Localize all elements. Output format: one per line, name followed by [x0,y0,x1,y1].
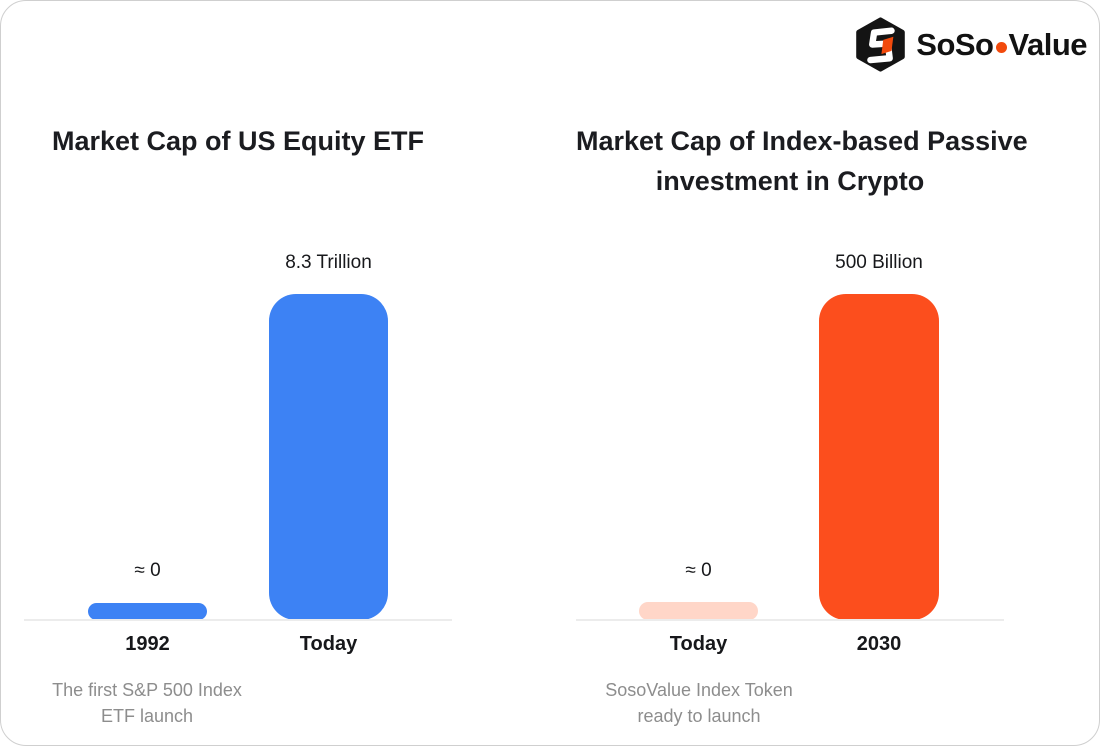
left-caption-line1: The first S&P 500 Index [52,680,242,700]
left-caption-line2: ETF launch [100,706,194,726]
right-bar1-value-label: ≈ 0 [685,560,712,581]
left-bar2-value-label: 8.3 Trillion [285,252,372,273]
right-chart-title: Market Cap of Index-based Passive invest… [576,121,1028,201]
right-caption-line2: ready to launch [637,706,761,726]
sosovalue-logo: SoSo Value [853,17,1087,72]
left-bar1-value-label: ≈ 0 [134,560,161,581]
sosovalue-cube-icon [856,17,906,72]
logo-wordmark: SoSo Value [916,27,1087,63]
left-chart-baseline [24,619,452,621]
right-bar-today [639,602,758,620]
left-bar1-category-label: 1992 [125,633,170,655]
logo-text-part1: SoSo [916,26,994,62]
left-chart-title: Market Cap of US Equity ETF [51,126,425,156]
left-bar-1992 [88,603,207,620]
left-bar2-category-label: Today [299,633,358,655]
right-caption-line1: SosoValue Index Token [605,680,793,700]
right-bar2-value-label: 500 Billion [835,252,923,273]
left-bar-today [269,294,388,620]
right-bar2-category-label: 2030 [856,633,902,655]
right-title-line2: investment in Crypto [655,166,925,196]
left-chart-caption: The first S&P 500 Index ETF launch [26,677,268,729]
right-chart-caption: SosoValue Index Token ready to launch [578,677,820,729]
right-title-line1: Market Cap of Index-based Passive [576,126,1028,156]
right-bar-2030 [819,294,939,620]
right-chart-baseline [576,619,1004,621]
logo-dot-icon [995,42,1007,53]
right-bar1-category-label: Today [669,633,728,655]
logo-text-part2: Value [1008,26,1088,62]
